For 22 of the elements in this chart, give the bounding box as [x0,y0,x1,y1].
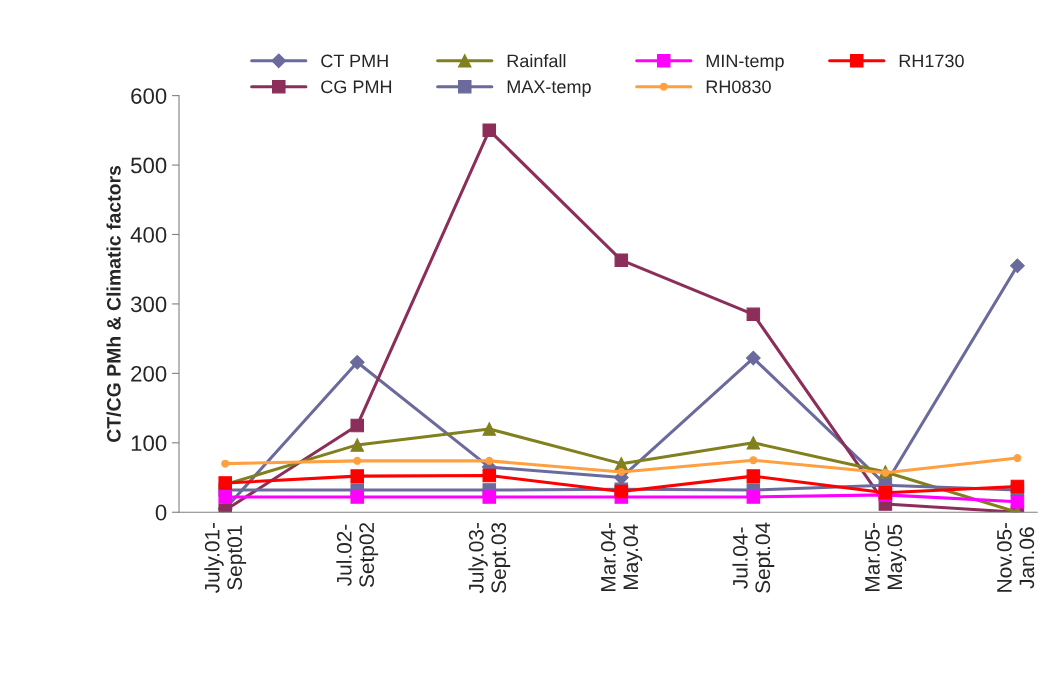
legend-label: Rainfall [507,54,566,68]
y-tick-label: 100 [131,435,167,452]
legend-label: MIN-temp [706,54,784,71]
x-tick-label: Jul.04- Sept.04 [732,522,775,593]
y-axis-title: CT/CG PMh & Climatic factors [106,165,121,442]
y-tick-label: 300 [130,296,167,313]
x-tick-label: Mar.05- May.05 [864,522,907,591]
y-tick-label: 500 [131,157,167,174]
x-tick-label: July.03- Sept.03 [468,522,511,594]
legend-label: CT PMH [321,54,388,68]
x-tick-label: Jul.02- Setp02 [336,523,379,588]
legend-label: RH1730 [899,54,964,68]
y-tick-label: 400 [130,227,167,243]
y-tick-label: 200 [131,365,167,382]
legend-label: MAX-temp [507,80,591,97]
y-tick-label: 600 [131,88,167,104]
y-tick-label: 0 [155,504,167,521]
x-tick-label: Nov.05- Jan.06 [997,522,1035,592]
legend-label: CG PMH [321,80,392,94]
x-tick-label: Mar.04- May.04 [600,522,643,591]
x-tick-label: July.01- Sept01 [204,522,247,594]
legend-label: RH0830 [706,80,771,94]
